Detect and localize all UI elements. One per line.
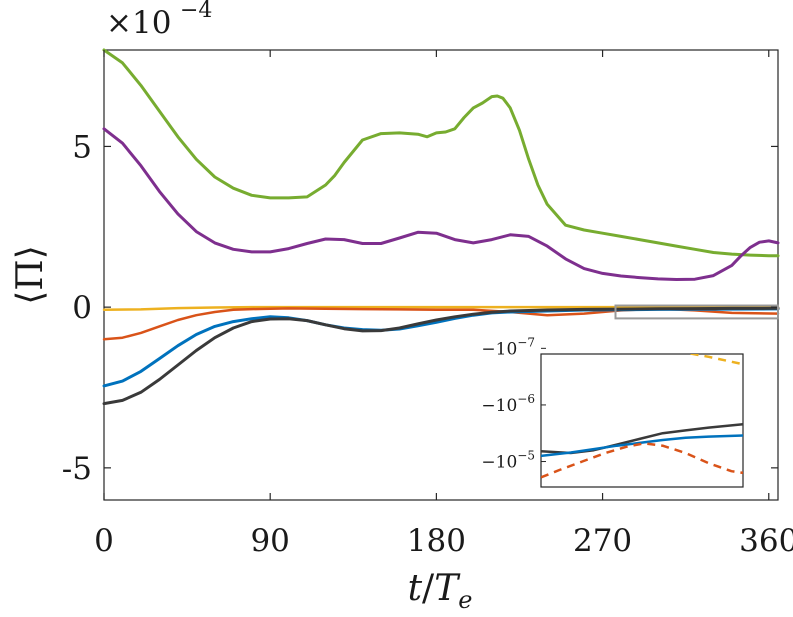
- inset-y-tick-label: −10−5: [481, 449, 535, 473]
- y-axis-label: ⟨Π⟩: [10, 245, 51, 304]
- inset-series-group: [541, 354, 743, 479]
- series-line-black: [102, 306, 780, 406]
- x-tick-label: 360: [739, 523, 793, 559]
- inset-series-line-orange: [541, 442, 743, 479]
- x-axis-label: t/Te: [408, 568, 473, 614]
- x-label-T: T: [434, 568, 461, 609]
- x-tick-label: 180: [407, 523, 466, 559]
- x-label-t: t: [408, 568, 423, 609]
- main-y-ticks: -5 0 5: [62, 129, 778, 487]
- series-line-yellow: [102, 305, 780, 311]
- inset-y-ticks: −10−7 −10−6 −10−5: [481, 335, 546, 473]
- x-label-sub: e: [458, 586, 472, 614]
- main-x-ticks: 0 90 180 270 360: [94, 50, 793, 559]
- series-line-purple: [102, 127, 780, 281]
- inset-y-tick-label: −10−6: [481, 392, 535, 416]
- inset-plot-area: [540, 353, 744, 488]
- y-tick-label: 5: [72, 129, 92, 165]
- inset-lines: [541, 354, 743, 479]
- zoom-box: [614, 304, 779, 320]
- inset-series-line-blue: [541, 434, 743, 458]
- y-tick-label: 0: [72, 290, 92, 326]
- x-tick-label: 0: [94, 523, 114, 559]
- series-line-green: [102, 48, 780, 258]
- x-tick-label: 90: [250, 523, 289, 559]
- x-tick-label: 270: [573, 523, 632, 559]
- y-multiplier-base: ×10: [106, 5, 171, 41]
- y-tick-label: -5: [62, 451, 92, 487]
- y-multiplier-exponent: −4: [180, 0, 212, 23]
- inset-y-tick-label: −10−7: [481, 335, 535, 359]
- x-label-slash: /: [422, 568, 435, 609]
- main-series-group: [102, 48, 780, 406]
